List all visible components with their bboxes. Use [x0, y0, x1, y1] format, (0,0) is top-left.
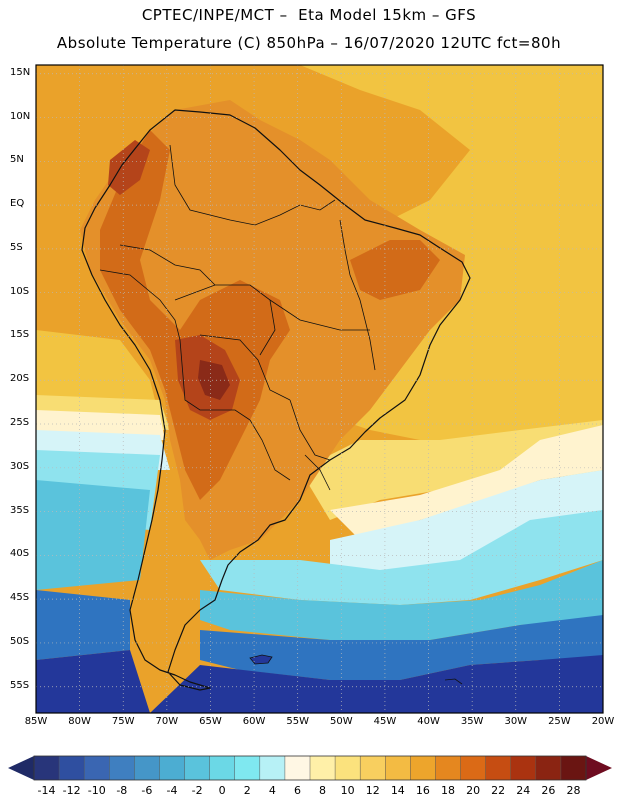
- lat-label: 5S: [10, 241, 23, 253]
- colorbar-segment: [184, 756, 211, 780]
- colorbar-label: 2: [243, 784, 251, 797]
- colorbar-label: 0: [218, 784, 226, 797]
- colorbar-segment: [259, 756, 286, 780]
- lon-label: 35W: [460, 716, 484, 727]
- continent-coastline: [81, 109, 471, 691]
- graticule: [36, 65, 603, 713]
- colorbar-label: 24: [516, 784, 531, 797]
- colorbar-label: 4: [268, 784, 276, 797]
- south-georgia: [444, 678, 463, 685]
- lon-label: 45W: [373, 716, 397, 727]
- colorbar-label: 16: [415, 784, 430, 797]
- colorbar-label: -2: [191, 784, 203, 797]
- colorbar-segment: [34, 756, 60, 780]
- lon-label: 20W: [591, 716, 615, 727]
- colorbar-label: 12: [365, 784, 380, 797]
- lat-label: 35S: [10, 504, 30, 516]
- lat-label: EQ: [10, 198, 25, 210]
- colorbar-segment: [360, 756, 386, 780]
- colorbar-label: 22: [491, 784, 506, 797]
- lat-label: 30S: [10, 460, 30, 472]
- colorbar-segment: [159, 756, 186, 780]
- field-land-dark: [100, 130, 290, 500]
- colorbar-segment: [109, 756, 135, 780]
- map-title: CPTEC/INPE/MCT – Eta Model 15km – GFS: [141, 6, 477, 24]
- lon-label: 30W: [504, 716, 528, 727]
- lon-label: 70W: [155, 716, 179, 727]
- map-frame: [35, 64, 604, 714]
- colorbar-label: -14: [37, 784, 56, 797]
- colorbar-segment: [209, 756, 236, 780]
- field-ocean-yellow: [36, 395, 603, 520]
- lat-label: 25S: [10, 417, 30, 429]
- field-land-hot: [108, 140, 240, 420]
- colorbar-segment: [59, 756, 85, 780]
- colorbar-segment: [410, 756, 436, 780]
- lon-label: 55W: [286, 716, 309, 727]
- lat-label: 15N: [10, 66, 31, 78]
- colorbar-label: -10: [87, 784, 106, 797]
- colorbar-frame: [33, 755, 587, 781]
- colorbar-segment: [460, 756, 487, 780]
- colorbar-segment: [560, 756, 587, 780]
- lat-label: 45S: [10, 592, 30, 604]
- temperature-map: [35, 64, 604, 714]
- lat-label: 5N: [10, 154, 24, 166]
- colorbar-under-arrow: [8, 756, 34, 780]
- lat-label: 15S: [10, 329, 30, 341]
- lon-label: 85W: [24, 716, 48, 727]
- colorbar-label: 26: [541, 784, 556, 797]
- lat-label: 50S: [10, 635, 30, 647]
- colorbar-segment: [385, 756, 411, 780]
- colorbar-segment: [485, 756, 512, 780]
- colorbar-label: 6: [293, 784, 301, 797]
- colorbar-label: -8: [116, 784, 128, 797]
- map-subtitle: Absolute Temperature (C) 850hPa – 16/07/…: [56, 34, 562, 52]
- field-ocean-pale: [36, 430, 603, 570]
- field-ocean-deep: [36, 650, 603, 713]
- lon-label: 25W: [548, 716, 571, 727]
- colorbar-segment: [310, 756, 336, 780]
- lon-label: 40W: [417, 716, 440, 727]
- colorbar-segment: [84, 756, 110, 780]
- colorbar-segment: [435, 756, 462, 780]
- colorbar: [8, 755, 612, 781]
- colorbar-label: -12: [62, 784, 81, 797]
- colorbar-segment: [284, 756, 311, 780]
- lat-label: 40S: [10, 548, 30, 560]
- colorbar-label: 18: [441, 784, 455, 797]
- field-land-dark-ne: [350, 240, 440, 300]
- colorbar-label: 10: [340, 784, 355, 797]
- country-borders: [99, 144, 376, 491]
- lon-label: 80W: [68, 716, 91, 727]
- lon-label: 65W: [199, 716, 222, 727]
- field-land-core: [198, 360, 230, 400]
- field-ocean-light: [36, 480, 603, 640]
- colorbar-label: -4: [166, 784, 178, 797]
- lon-label: 75W: [111, 716, 135, 727]
- colorbar-label: 14: [390, 784, 405, 797]
- field-ocean-cyan: [36, 450, 603, 605]
- colorbar-segment: [535, 756, 562, 780]
- colorbar-label: 28: [566, 784, 581, 797]
- lat-label: 55S: [10, 679, 30, 691]
- lon-label: 60W: [242, 716, 266, 727]
- colorbar-segment: [510, 756, 537, 780]
- colorbar-segment: [335, 756, 361, 780]
- colorbar-label: 20: [466, 784, 481, 797]
- lon-label: 50W: [329, 716, 353, 727]
- falkland-islands: [249, 654, 273, 665]
- lat-label: 20S: [10, 373, 30, 385]
- colorbar-label: -6: [141, 784, 153, 797]
- colorbar-label: 8: [319, 784, 327, 797]
- lat-label: 10N: [10, 110, 31, 122]
- lat-label: 10S: [10, 285, 30, 297]
- colorbar-over-arrow: [586, 756, 612, 780]
- colorbar-segment: [134, 756, 160, 780]
- field-ocean-mid: [36, 590, 603, 680]
- colorbar-segment: [234, 756, 261, 780]
